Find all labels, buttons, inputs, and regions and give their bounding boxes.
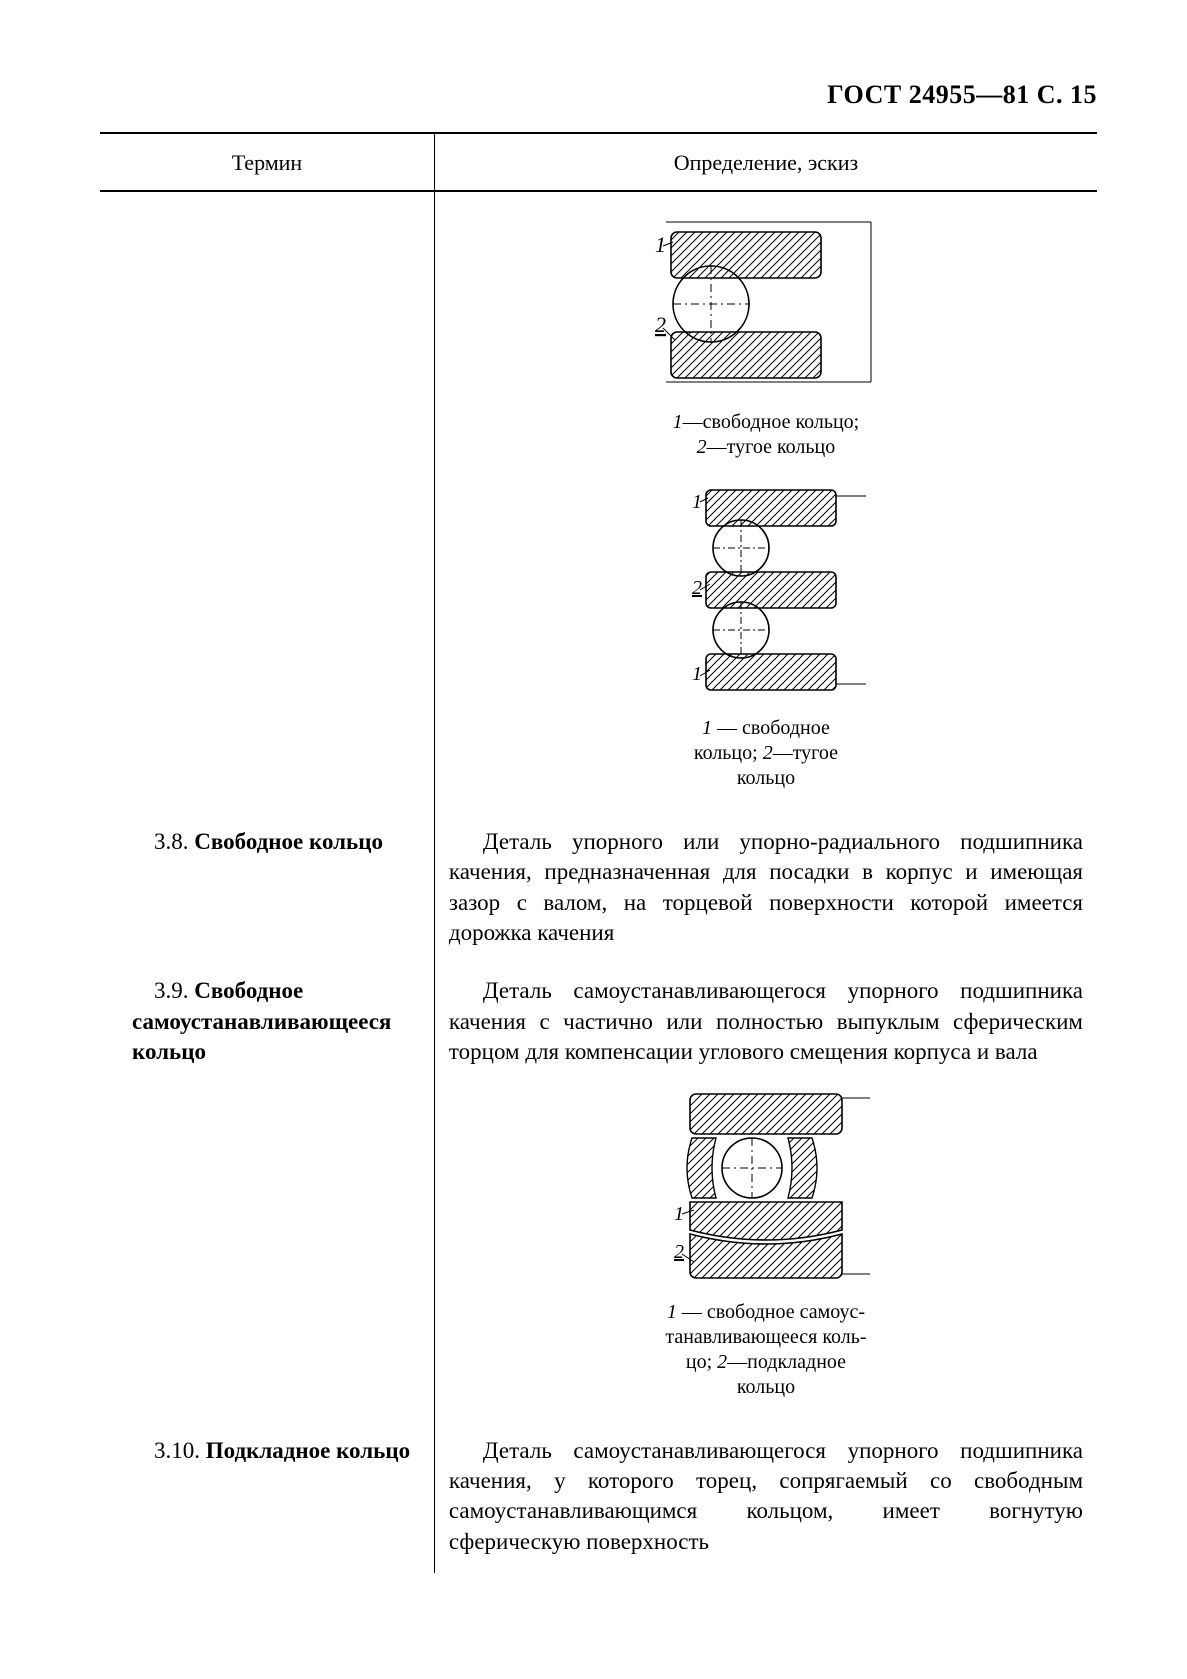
figure-1-caption: 1—свободное кольцо;2—тугое кольцо bbox=[606, 410, 926, 460]
term-3-9-num: 3.9. bbox=[154, 978, 189, 1003]
term-3-8: 3.8. Свободное кольцо bbox=[132, 827, 420, 857]
figure-2-caption: 1 — свободноекольцо; 2—тугоекольцо bbox=[606, 716, 926, 791]
figure-3: 1 2 bbox=[449, 1082, 1083, 1292]
col-header-term: Термин bbox=[100, 133, 434, 191]
term-3-10: 3.10. Подкладное кольцо bbox=[132, 1436, 420, 1466]
page-header: ГОСТ 24955—81 С. 15 bbox=[100, 80, 1097, 110]
term-3-10-name: Подкладное кольцо bbox=[206, 1438, 410, 1463]
fig2-label-3: 1 bbox=[692, 663, 702, 685]
definitions-table: Термин Определение, эскиз bbox=[100, 132, 1097, 1573]
definition-3-10: Деталь самоустанавливающегося упорного п… bbox=[449, 1436, 1083, 1557]
definition-3-8: Деталь упорного или упорно-радиального п… bbox=[449, 827, 1083, 948]
figure-1: 1 2 bbox=[449, 212, 1083, 402]
definition-3-9: Деталь самоустанавливающегося упорного п… bbox=[449, 976, 1083, 1067]
fig2-label-2: 2 bbox=[692, 577, 702, 599]
term-3-10-num: 3.10. bbox=[154, 1438, 200, 1463]
term-3-9: 3.9. Свободное самоустанавливающееся кол… bbox=[132, 976, 420, 1067]
term-3-8-num: 3.8. bbox=[154, 829, 189, 854]
figure-2: 1 2 1 bbox=[449, 478, 1083, 708]
fig1-label-2: 2 bbox=[655, 312, 666, 337]
col-header-definition: Определение, эскиз bbox=[434, 133, 1097, 191]
page: ГОСТ 24955—81 С. 15 Термин Определение, … bbox=[0, 0, 1187, 1679]
fig1-label-1: 1 bbox=[655, 232, 666, 257]
figure-3-caption: 1 — свободное самоус-танавливающееся кол… bbox=[606, 1300, 926, 1400]
fig3-label-2: 2 bbox=[674, 1241, 684, 1263]
term-3-8-name: Свободное кольцо bbox=[194, 829, 383, 854]
